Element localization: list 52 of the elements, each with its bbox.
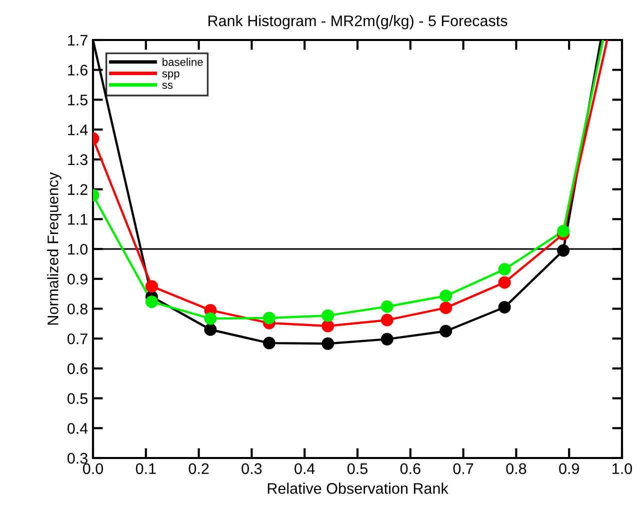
x-tick-label: 0.9 <box>559 463 579 474</box>
legend-label: ss <box>162 82 173 89</box>
y-tick-label: 1.6 <box>68 64 88 76</box>
point <box>557 244 570 257</box>
legend-label: spp <box>162 71 180 80</box>
point <box>262 336 276 350</box>
x-tick-label: 0.3 <box>242 463 262 474</box>
y-tick-label: 0.7 <box>68 333 88 344</box>
x-tick-label: 0.0 <box>82 463 104 474</box>
x-tick-label: 0.6 <box>400 463 420 474</box>
point <box>322 320 334 332</box>
point <box>440 290 452 302</box>
x-tick-label: 1.0 <box>612 463 632 474</box>
y-tick-label: 0.6 <box>68 363 88 374</box>
x-axis-title: Relative Observation Rank <box>268 482 448 494</box>
x-tick-label: 0.7 <box>453 463 474 474</box>
point <box>440 324 452 338</box>
y-tick-label: 1.7 <box>68 35 88 46</box>
point <box>498 300 511 314</box>
point <box>380 314 394 326</box>
point <box>380 332 394 346</box>
point <box>498 263 511 276</box>
chart-title: Rank Histogram - MR2m(g/kg) - 5 Forecasts <box>208 15 508 30</box>
y-tick-label: 0.5 <box>68 393 88 404</box>
y-tick-label: 1.1 <box>68 214 88 225</box>
y-tick-label: 1.5 <box>68 94 88 106</box>
point <box>145 280 158 293</box>
x-tick-label: 0.1 <box>136 463 156 474</box>
y-tick-label: 0.8 <box>68 304 88 314</box>
y-tick-label: 1.4 <box>68 124 88 136</box>
y-tick-label: 0.9 <box>68 274 88 285</box>
y-tick-label: 1.0 <box>68 244 88 255</box>
y-tick-label: 1.3 <box>68 154 88 166</box>
x-tick-label: 0.8 <box>506 463 526 474</box>
point <box>262 312 276 324</box>
y-tick-label: 1.2 <box>68 184 88 195</box>
point <box>204 312 217 325</box>
x-tick-label: 0.4 <box>294 463 315 474</box>
point <box>557 224 570 238</box>
x-tick-label: 0.2 <box>188 463 209 474</box>
point <box>145 296 158 308</box>
y-tick-label: 0.3 <box>68 452 88 464</box>
point <box>204 323 217 336</box>
point <box>498 276 511 289</box>
point <box>380 300 394 313</box>
point <box>322 309 334 322</box>
y-axis-title: Normalized Frequency <box>47 172 62 325</box>
point <box>322 337 334 350</box>
y-tick-label: 0.4 <box>68 423 88 434</box>
legend-label: baseline <box>162 58 203 66</box>
point <box>440 302 452 314</box>
x-tick-label: 0.5 <box>347 463 368 474</box>
